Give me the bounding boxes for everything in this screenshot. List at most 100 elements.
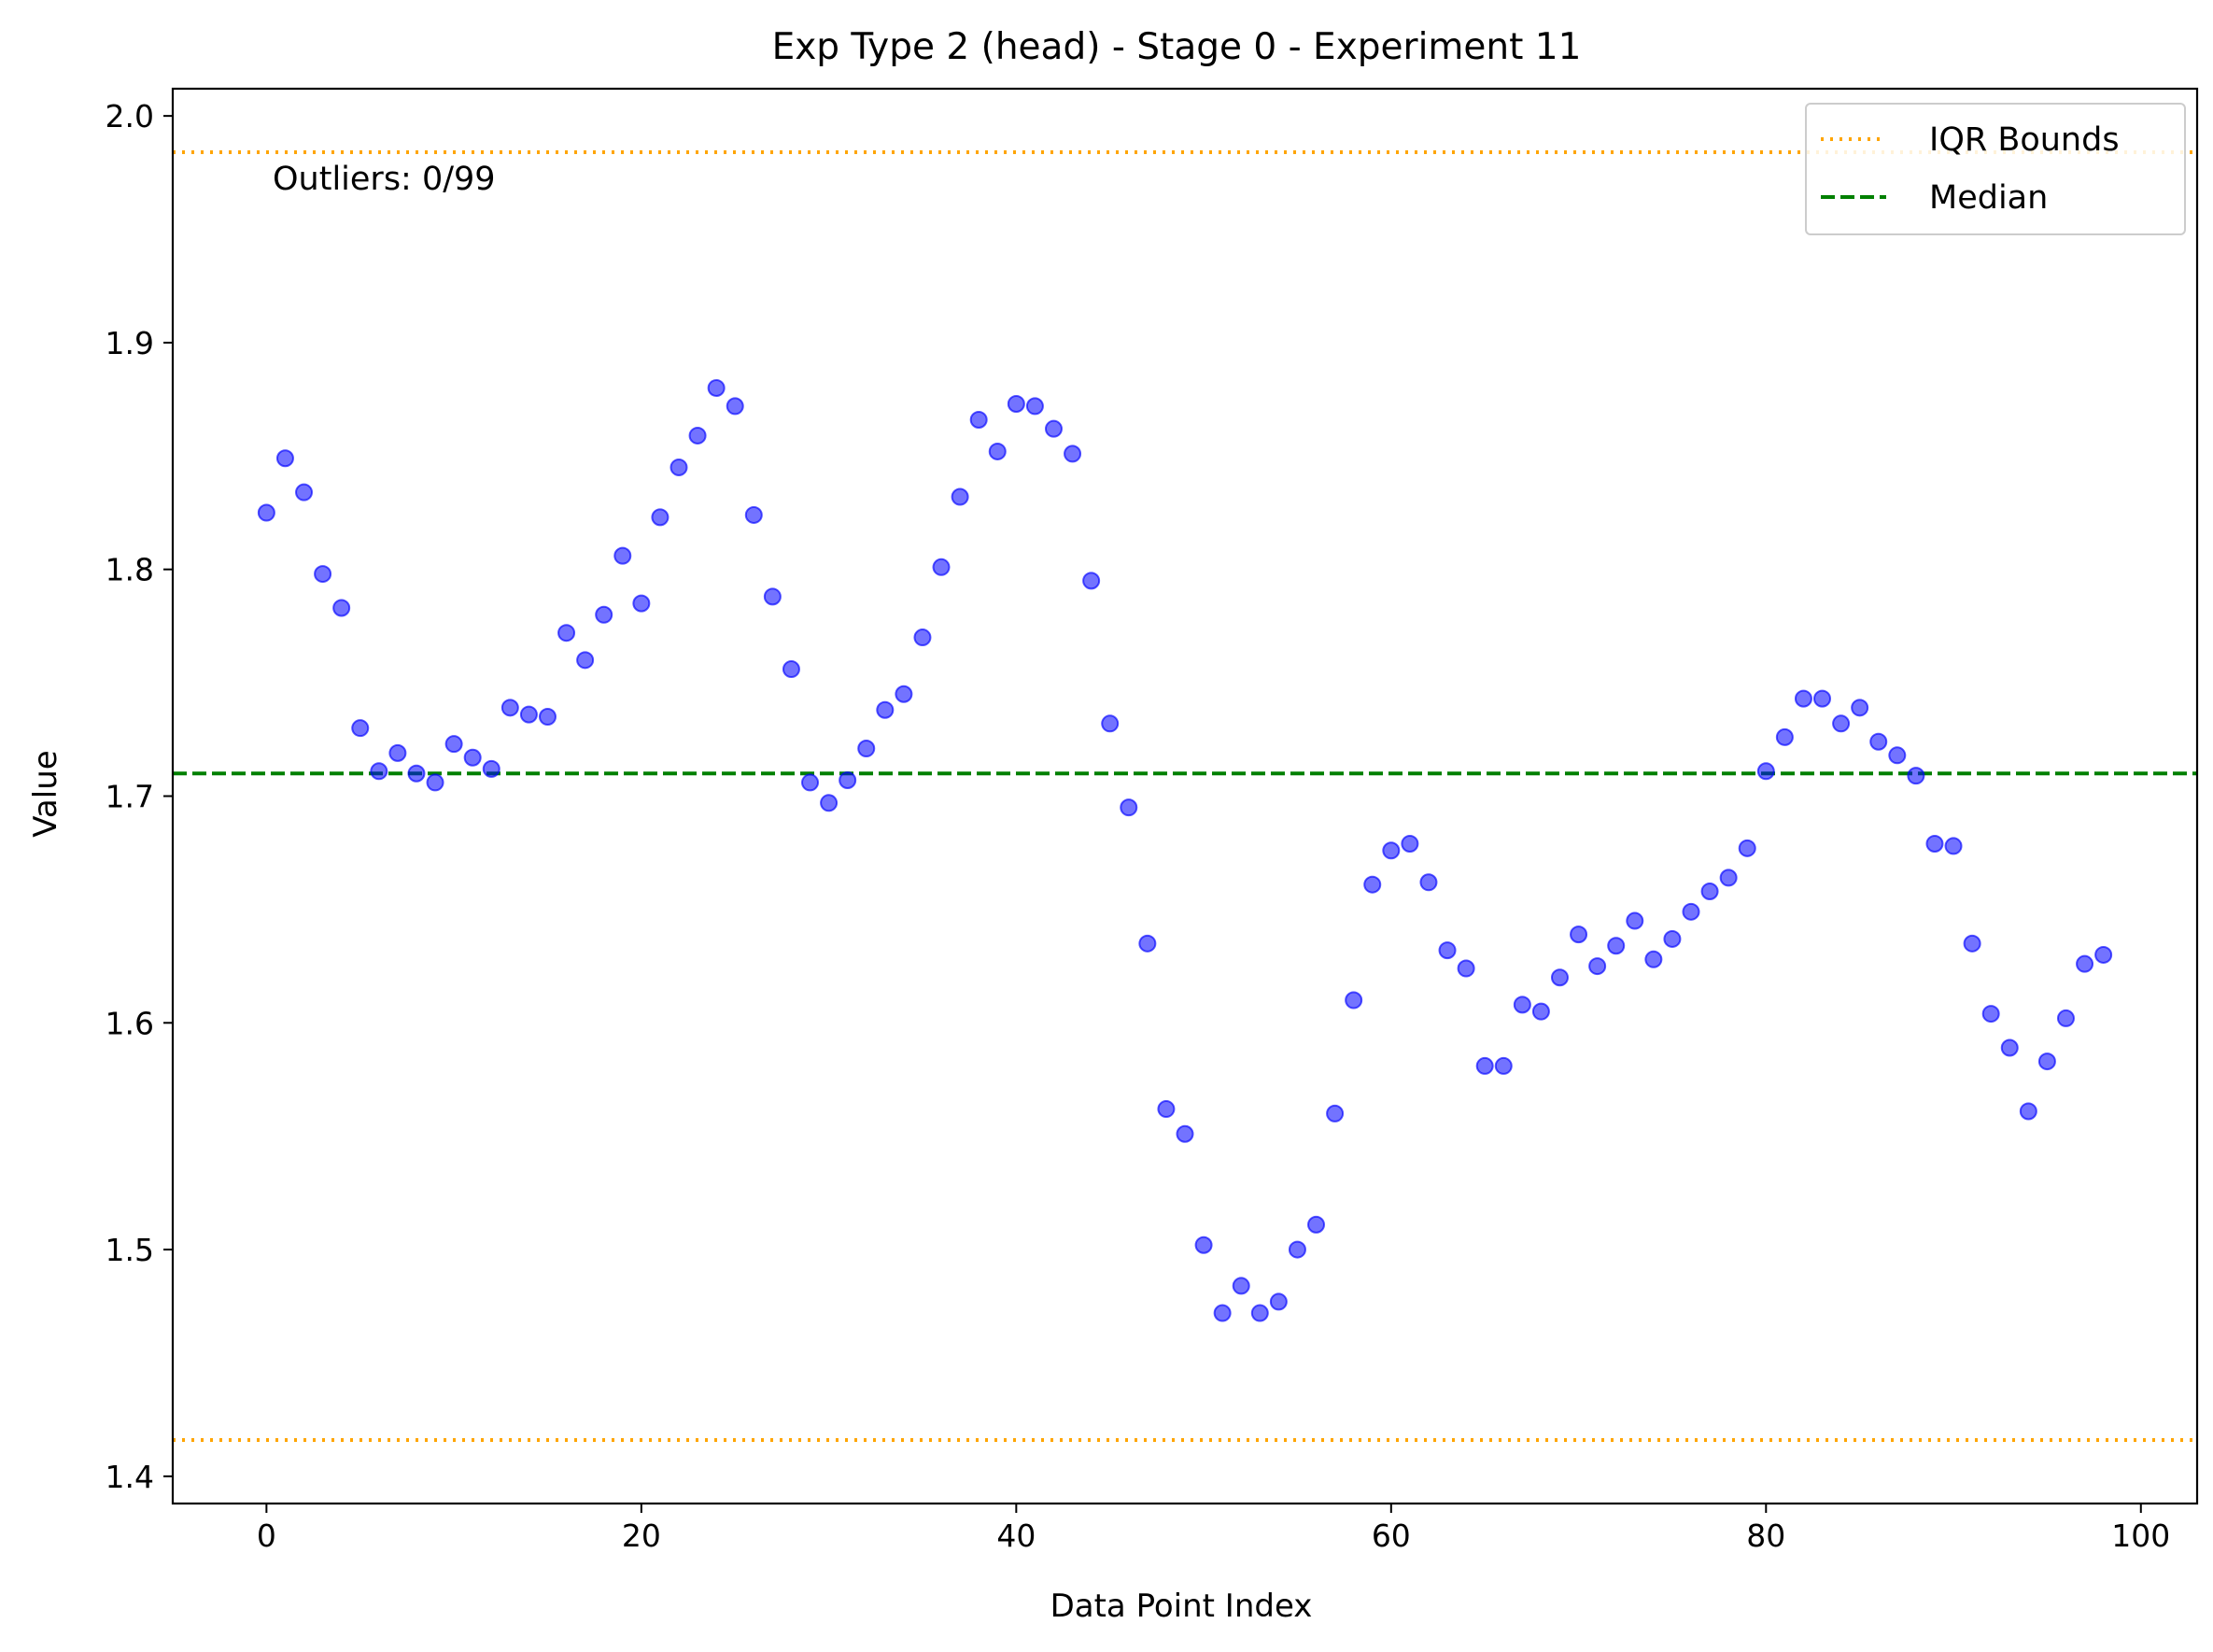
data-point: [1269, 1292, 1288, 1311]
legend-median-label: Median: [1929, 179, 2048, 217]
data-point: [1738, 839, 1756, 857]
data-point: [951, 487, 969, 506]
data-point: [1138, 934, 1157, 953]
data-point: [444, 735, 463, 754]
data-point: [1232, 1277, 1250, 1295]
y-tick-label: 1.9: [106, 325, 154, 361]
x-tick-label: 60: [1372, 1518, 1411, 1554]
data-point: [519, 705, 538, 724]
data-point: [1213, 1304, 1232, 1322]
data-point: [1194, 1235, 1213, 1254]
data-point: [257, 503, 275, 522]
data-point: [1475, 1056, 1494, 1075]
data-point: [1025, 397, 1044, 416]
data-point: [1457, 959, 1475, 978]
legend-box: [1805, 103, 2186, 235]
y-tick-label: 1.5: [106, 1232, 154, 1268]
data-point: [295, 483, 314, 501]
data-point: [1851, 699, 1869, 717]
data-point: [332, 599, 351, 617]
data-point: [1438, 941, 1457, 960]
data-point: [463, 748, 482, 767]
data-point: [370, 762, 388, 781]
data-point: [595, 605, 613, 624]
data-point: [969, 410, 988, 429]
data-point: [1082, 572, 1101, 590]
data-point: [2019, 1102, 2037, 1121]
data-point: [1064, 445, 1082, 463]
y-tick-label: 1.8: [106, 552, 154, 588]
data-point: [1794, 689, 1812, 708]
data-point: [670, 458, 688, 476]
data-point: [1944, 837, 1963, 855]
x-tick-label: 40: [996, 1518, 1036, 1554]
data-point: [1719, 868, 1738, 887]
data-point: [1382, 841, 1401, 860]
data-point: [275, 449, 294, 468]
y-tick-label: 1.7: [106, 779, 154, 815]
x-tick-label: 100: [2111, 1518, 2170, 1554]
data-point: [576, 651, 595, 670]
data-point: [1888, 746, 1907, 765]
data-point: [1832, 714, 1851, 733]
data-point: [351, 719, 370, 738]
data-point: [801, 773, 820, 792]
data-point: [1494, 1056, 1513, 1075]
data-point: [1663, 929, 1682, 948]
legend: IQR Bounds Median: [1805, 103, 2186, 235]
data-point: [1288, 1240, 1306, 1259]
data-point: [1513, 995, 1531, 1014]
data-point: [726, 397, 744, 416]
data-point: [913, 628, 932, 647]
data-point: [632, 594, 651, 613]
chart-title: Exp Type 2 (head) - Stage 0 - Experiment…: [772, 26, 1582, 68]
data-point: [1044, 419, 1063, 438]
data-point: [1120, 798, 1138, 817]
legend-iqr-label: IQR Bounds: [1929, 121, 2120, 159]
outliers-annotation: Outliers: 0/99: [273, 161, 496, 198]
data-point: [2094, 945, 2113, 964]
data-point: [1101, 714, 1120, 733]
data-point: [782, 660, 800, 679]
data-point: [1157, 1100, 1176, 1119]
data-point: [1963, 934, 1981, 953]
data-point: [538, 708, 557, 727]
data-point: [1607, 937, 1626, 955]
data-point: [1700, 882, 1719, 900]
x-axis-label: Data Point Index: [1050, 1588, 1313, 1625]
data-point: [1644, 950, 1663, 968]
data-point: [988, 442, 1007, 460]
data-point: [1570, 925, 1588, 944]
data-point: [1531, 1002, 1550, 1021]
data-point: [1550, 968, 1569, 987]
x-tick-label: 80: [1746, 1518, 1785, 1554]
data-point: [426, 773, 444, 792]
data-point: [2000, 1038, 2019, 1057]
data-point: [744, 505, 763, 524]
y-tick-label: 1.6: [106, 1005, 154, 1041]
data-point: [688, 426, 707, 445]
data-point: [895, 685, 913, 703]
x-tick-label: 0: [257, 1518, 276, 1554]
x-tick-label: 20: [622, 1518, 661, 1554]
y-tick-label: 1.4: [106, 1459, 154, 1495]
data-point: [932, 558, 951, 576]
data-point: [1345, 991, 1363, 1010]
data-point: [1775, 727, 1794, 746]
y-axis-label: Value: [27, 750, 64, 837]
data-point: [1682, 902, 1700, 921]
data-point: [388, 743, 407, 762]
data-point: [1176, 1124, 1194, 1143]
data-point: [1419, 873, 1438, 892]
data-point: [876, 700, 895, 719]
data-point: [857, 740, 876, 758]
data-point: [557, 624, 576, 642]
data-point: [407, 764, 426, 783]
data-point: [1907, 767, 1925, 785]
data-point: [1869, 732, 1888, 751]
data-point: [613, 546, 632, 565]
data-point: [1326, 1104, 1345, 1123]
data-point: [1813, 689, 1832, 708]
